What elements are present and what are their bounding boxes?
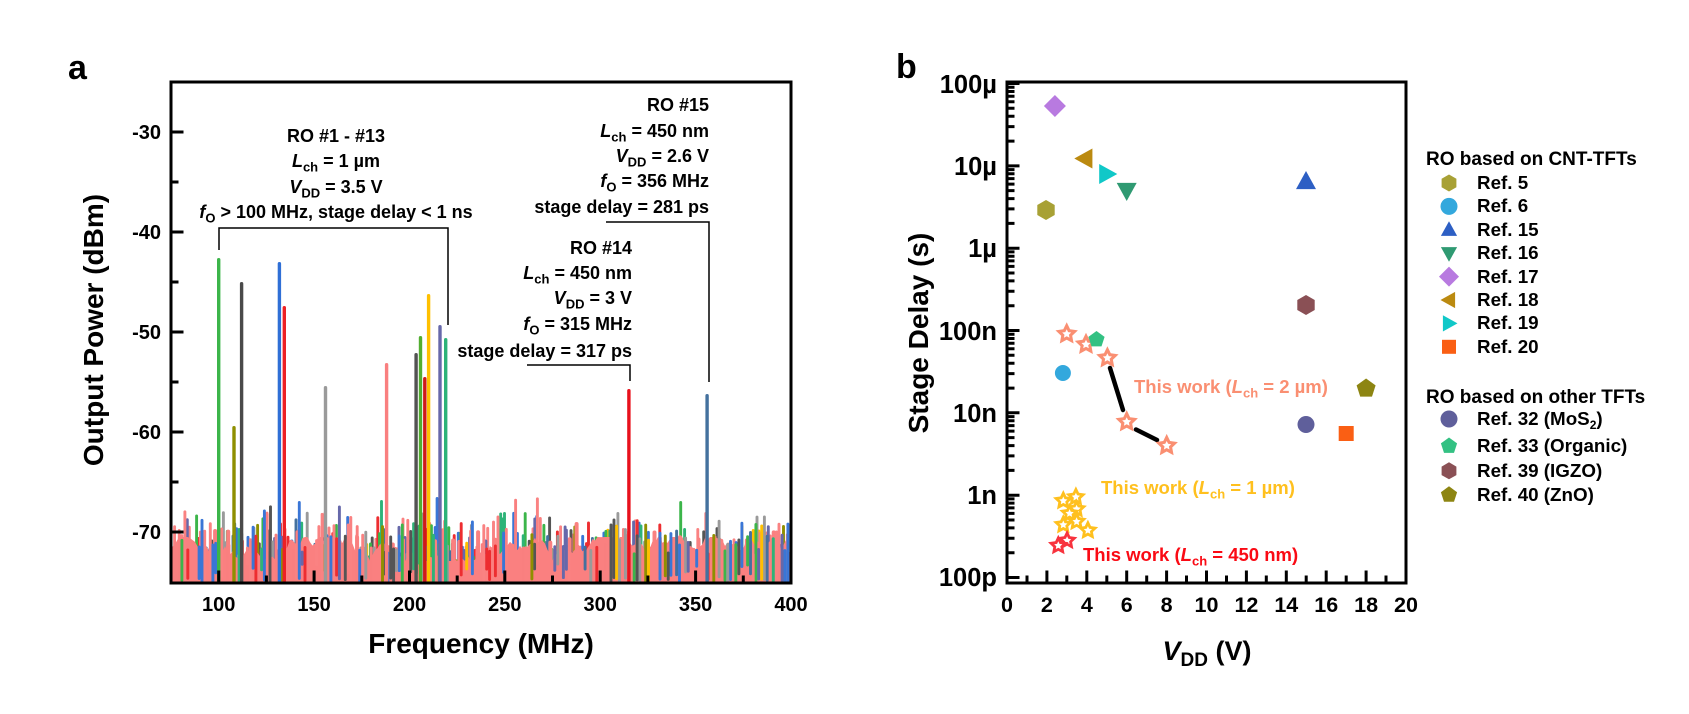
svg-text:fO > 100 MHz, stage delay < 1: fO > 100 MHz, stage delay < 1 ns (199, 202, 472, 226)
svg-text:-70: -70 (132, 522, 161, 544)
svg-text:100p: 100p (939, 564, 997, 592)
svg-text:Ref. 18: Ref. 18 (1477, 289, 1539, 310)
svg-text:Ref. 15: Ref. 15 (1477, 219, 1539, 240)
svg-text:fO = 356 MHz: fO = 356 MHz (600, 171, 709, 195)
svg-text:RO #14: RO #14 (570, 238, 632, 258)
svg-text:VDD = 3.5 V: VDD = 3.5 V (289, 177, 382, 201)
svg-text:VDD (V): VDD (V) (1163, 636, 1252, 671)
svg-text:a: a (68, 49, 88, 87)
svg-text:250: 250 (488, 594, 521, 616)
svg-text:Stage Delay (s): Stage Delay (s) (903, 233, 934, 434)
svg-text:2: 2 (1041, 593, 1053, 617)
svg-text:4: 4 (1081, 593, 1093, 617)
svg-text:fO = 315 MHz: fO = 315 MHz (523, 314, 632, 338)
svg-text:10n: 10n (953, 400, 997, 428)
svg-text:400: 400 (774, 594, 807, 616)
svg-text:150: 150 (297, 594, 330, 616)
svg-text:Ref. 39 (IGZO): Ref. 39 (IGZO) (1477, 460, 1602, 481)
svg-text:10: 10 (1195, 593, 1219, 617)
svg-text:-60: -60 (132, 422, 161, 444)
svg-text:This work (Lch = 450 nm): This work (Lch = 450 nm) (1083, 544, 1298, 569)
svg-text:RO #1 - #13: RO #1 - #13 (287, 126, 385, 146)
svg-text:Ref. 5: Ref. 5 (1477, 172, 1528, 193)
svg-text:Ref. 20: Ref. 20 (1477, 336, 1539, 357)
svg-text:VDD = 2.6 V: VDD = 2.6 V (616, 146, 709, 170)
svg-text:1µ: 1µ (968, 235, 997, 263)
svg-text:350: 350 (679, 594, 712, 616)
svg-text:This work (Lch = 2 µm): This work (Lch = 2 µm) (1134, 376, 1328, 401)
svg-text:Ref. 16: Ref. 16 (1477, 242, 1539, 263)
svg-text:RO based on CNT-TFTs: RO based on CNT-TFTs (1426, 149, 1637, 170)
svg-text:VDD = 3 V: VDD = 3 V (554, 288, 632, 312)
svg-text:14: 14 (1274, 593, 1298, 617)
svg-text:b: b (896, 48, 917, 86)
svg-text:12: 12 (1234, 593, 1258, 617)
svg-text:-30: -30 (132, 122, 161, 144)
svg-text:Ref. 40 (ZnO): Ref. 40 (ZnO) (1477, 484, 1594, 505)
svg-text:Ref. 17: Ref. 17 (1477, 266, 1539, 287)
svg-text:RO #15: RO #15 (647, 95, 709, 115)
svg-text:Ref. 19: Ref. 19 (1477, 312, 1539, 333)
svg-text:6: 6 (1121, 593, 1133, 617)
svg-text:Lch = 450 nm: Lch = 450 nm (600, 121, 709, 145)
svg-text:1n: 1n (967, 482, 997, 510)
svg-text:Frequency (MHz): Frequency (MHz) (368, 628, 594, 659)
svg-text:This work (Lch = 1 µm): This work (Lch = 1 µm) (1101, 477, 1295, 502)
svg-text:100µ: 100µ (940, 71, 997, 99)
svg-text:16: 16 (1314, 593, 1338, 617)
svg-text:18: 18 (1354, 593, 1378, 617)
svg-text:100: 100 (202, 594, 235, 616)
svg-text:200: 200 (393, 594, 426, 616)
svg-text:10µ: 10µ (954, 153, 997, 181)
svg-text:Ref. 32 (MoS2): Ref. 32 (MoS2) (1477, 408, 1603, 432)
svg-text:Lch = 1 µm: Lch = 1 µm (292, 151, 380, 175)
svg-text:Lch = 450 nm: Lch = 450 nm (523, 263, 632, 287)
svg-text:stage delay = 317 ps: stage delay = 317 ps (457, 341, 632, 361)
svg-text:100n: 100n (939, 318, 997, 346)
svg-text:-50: -50 (132, 322, 161, 344)
svg-text:RO based on other TFTs: RO based on other TFTs (1426, 387, 1645, 408)
svg-text:300: 300 (584, 594, 617, 616)
svg-text:0: 0 (1001, 593, 1013, 617)
svg-text:-40: -40 (132, 222, 161, 244)
svg-text:8: 8 (1161, 593, 1173, 617)
svg-text:Ref. 33 (Organic): Ref. 33 (Organic) (1477, 435, 1627, 456)
svg-text:Output Power (dBm): Output Power (dBm) (78, 194, 109, 466)
svg-text:Ref. 6: Ref. 6 (1477, 195, 1528, 216)
svg-text:20: 20 (1394, 593, 1418, 617)
svg-text:stage delay = 281 ps: stage delay = 281 ps (534, 197, 709, 217)
